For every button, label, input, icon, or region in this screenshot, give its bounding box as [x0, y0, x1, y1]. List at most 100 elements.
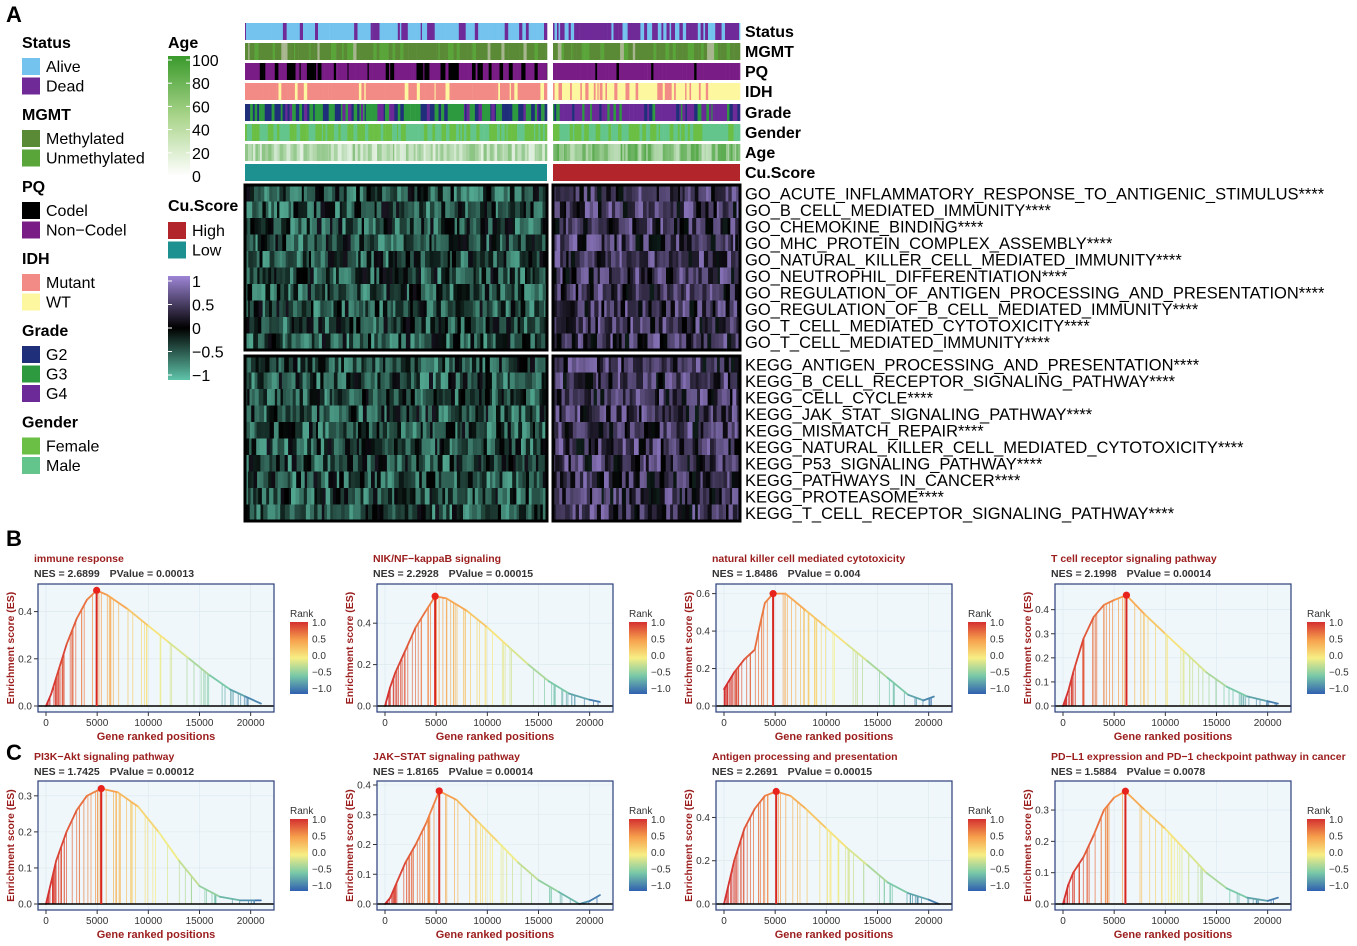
track-cell: [403, 43, 406, 60]
track-cell: [512, 104, 516, 121]
heat-cell: [373, 488, 378, 505]
heat-cell: [649, 356, 652, 373]
heat-cell: [725, 185, 729, 202]
heat-cell: [447, 185, 451, 202]
legend-swatch-gender-1: [22, 457, 40, 474]
heat-cell: [565, 504, 570, 522]
track-cell: [261, 104, 265, 121]
heat-cell: [702, 284, 707, 301]
heat-cell: [521, 405, 526, 423]
track-cell: [734, 83, 739, 100]
heat-cell: [507, 471, 513, 489]
track-cell: [729, 104, 733, 121]
heat-cell: [644, 333, 648, 351]
heat-cell: [363, 317, 369, 334]
heat-cell: [293, 267, 297, 285]
heat-cell: [306, 488, 312, 505]
track-cell: [456, 144, 460, 161]
track-cell: [315, 23, 319, 40]
heat-cell: [429, 488, 433, 505]
track-cell: [497, 124, 501, 141]
heat-cell: [281, 356, 285, 373]
track-cell: [737, 104, 741, 121]
gsea-es-segment: [486, 626, 509, 647]
track-cell: [601, 104, 606, 121]
heat-cell: [623, 389, 626, 406]
heat-cell: [729, 284, 736, 301]
gsea-es-segment: [588, 698, 601, 703]
track-cell: [432, 144, 436, 161]
heat-cell: [618, 389, 624, 406]
heat-cell: [421, 504, 426, 522]
heat-cell: [660, 455, 667, 472]
heat-cell: [379, 267, 384, 285]
heat-cell: [370, 267, 375, 285]
rank-tick-label: −0.5: [312, 865, 332, 876]
heat-cell: [733, 234, 736, 252]
heat-cell: [366, 185, 372, 202]
heat-cell: [257, 234, 262, 252]
track-cell: [597, 63, 601, 80]
heat-cell: [703, 251, 709, 268]
heat-cell: [248, 455, 254, 472]
heat-cell: [336, 218, 339, 235]
heat-cell: [627, 455, 632, 472]
heat-cell: [257, 372, 261, 390]
heat-cell: [314, 488, 318, 505]
track-cell: [501, 124, 505, 141]
heat-cell: [445, 317, 449, 334]
heat-cell: [657, 267, 662, 285]
heat-cell: [307, 405, 313, 423]
track-cell: [306, 43, 309, 60]
heat-cell: [639, 234, 644, 252]
heat-cell: [685, 251, 689, 268]
track-cell: [301, 124, 304, 141]
heat-cell: [698, 438, 703, 456]
heat-cell: [719, 284, 724, 301]
track-cell: [622, 144, 624, 161]
heat-cell: [606, 405, 611, 423]
track-cell: [378, 124, 381, 141]
heat-cell: [721, 405, 727, 423]
heat-cell: [476, 234, 481, 252]
track-cell: [620, 43, 625, 60]
heat-cell: [659, 185, 663, 202]
heat-cell: [496, 234, 501, 252]
heat-cell: [651, 405, 656, 423]
heat-cell: [643, 372, 648, 390]
track-cell: [292, 23, 295, 40]
heat-cell: [580, 422, 586, 439]
heat-cell: [507, 405, 512, 423]
heat-cell: [436, 284, 440, 301]
track-cell: [600, 43, 605, 60]
heat-cell: [284, 438, 289, 456]
heat-cell: [418, 317, 422, 334]
track-cell: [716, 63, 719, 80]
heat-cell: [455, 405, 460, 423]
track-cell: [605, 23, 608, 40]
heat-cell: [620, 300, 626, 318]
heat-cell: [258, 201, 263, 219]
heat-cell: [285, 389, 291, 406]
heat-cell: [540, 218, 544, 235]
heat-cell: [312, 389, 318, 406]
track-cell: [254, 43, 259, 60]
heat-cell: [433, 372, 437, 390]
track-cell: [485, 83, 487, 100]
track-cell: [584, 104, 587, 121]
heat-cell: [313, 372, 317, 390]
track-cell: [679, 144, 681, 161]
heat-cell: [514, 284, 519, 301]
track-cell: [420, 43, 424, 60]
heat-cell: [553, 267, 557, 285]
heat-cell: [588, 438, 592, 456]
track-cell: [537, 124, 539, 141]
heat-cell: [610, 405, 614, 423]
track-cell: [300, 124, 302, 141]
heat-cell: [280, 488, 285, 505]
heat-cell: [518, 300, 521, 318]
track-cell: [452, 63, 457, 80]
track-cell: [434, 104, 438, 121]
track-cell: [347, 83, 350, 100]
heat-cell: [489, 356, 493, 373]
